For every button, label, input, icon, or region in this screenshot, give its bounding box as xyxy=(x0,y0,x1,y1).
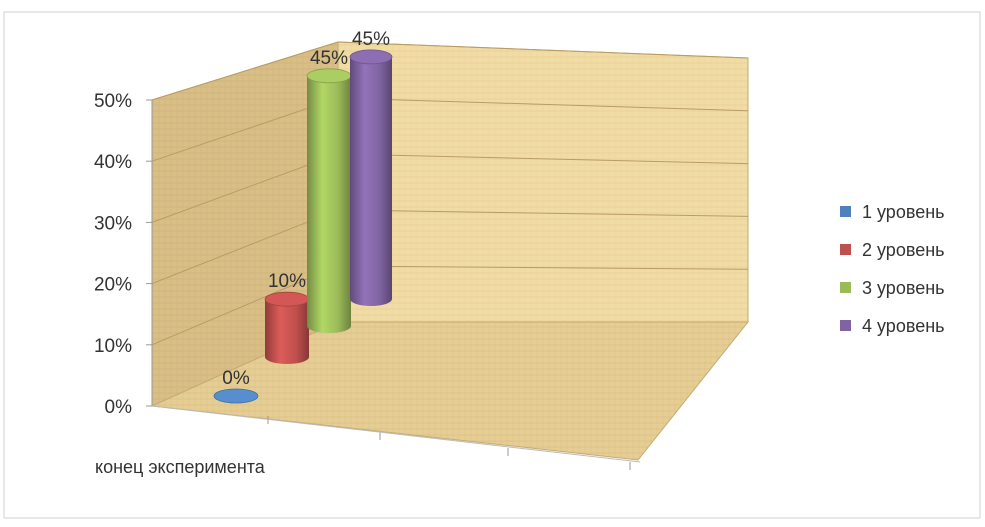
x-axis-ticks xyxy=(151,405,641,470)
legend-swatch xyxy=(840,282,851,293)
gridline-back xyxy=(337,41,749,59)
bar-4: 45% xyxy=(349,29,393,307)
y-axis: 0% 10% 20% 30% 40% 50% xyxy=(94,91,153,418)
bars: 0% 10% 45%45% xyxy=(213,29,393,404)
bar-top xyxy=(264,291,310,307)
y-tick-label: 10% xyxy=(94,336,132,357)
legend-swatch xyxy=(840,320,851,331)
bar-body xyxy=(307,75,351,334)
bar-top xyxy=(349,49,393,65)
legend-item: 2 уровень xyxy=(840,240,945,260)
data-label: 10% xyxy=(268,271,306,292)
x-axis: конец эксперимента xyxy=(95,457,266,477)
legend-swatch xyxy=(840,206,851,217)
gridline-back xyxy=(337,265,749,270)
bar-1: 0% xyxy=(213,368,259,404)
bar-body xyxy=(350,56,392,307)
bar-body xyxy=(265,299,309,364)
x-tick-label: конец эксперимента xyxy=(95,457,266,477)
bar-3: 45% xyxy=(306,48,352,334)
y-tick-label: 30% xyxy=(94,213,132,234)
bar-top xyxy=(306,68,352,84)
bar-top xyxy=(213,388,259,404)
chart-border xyxy=(3,11,981,519)
y-tick-label: 50% xyxy=(94,91,132,112)
gridline-back xyxy=(337,153,749,165)
legend-item: 4 уровень xyxy=(840,316,945,336)
back-wall xyxy=(337,41,749,323)
gridline-side xyxy=(151,41,339,101)
gridline-back xyxy=(337,97,749,112)
legend-swatch xyxy=(840,244,851,255)
y-tick-label: 20% xyxy=(94,275,132,296)
legend-item: 1 уровень xyxy=(840,202,945,222)
gridline-back xyxy=(337,209,749,217)
y-tick-label: 40% xyxy=(94,152,132,173)
data-label: 45% xyxy=(310,48,348,69)
legend: 1 уровень 2 уровень 3 уровень 4 уровень xyxy=(840,202,945,336)
legend-label: 2 уровень xyxy=(862,240,945,260)
legend-label: 4 уровень xyxy=(862,316,945,336)
x-axis-line xyxy=(151,405,641,463)
data-label: 0% xyxy=(222,368,250,389)
data-label: 45% xyxy=(352,29,390,50)
legend-label: 1 уровень xyxy=(862,202,945,222)
y-tick-label: 0% xyxy=(105,397,133,418)
legend-label: 3 уровень xyxy=(862,278,945,298)
legend-item: 3 уровень xyxy=(840,278,945,298)
bar-2: 10% xyxy=(264,271,310,364)
